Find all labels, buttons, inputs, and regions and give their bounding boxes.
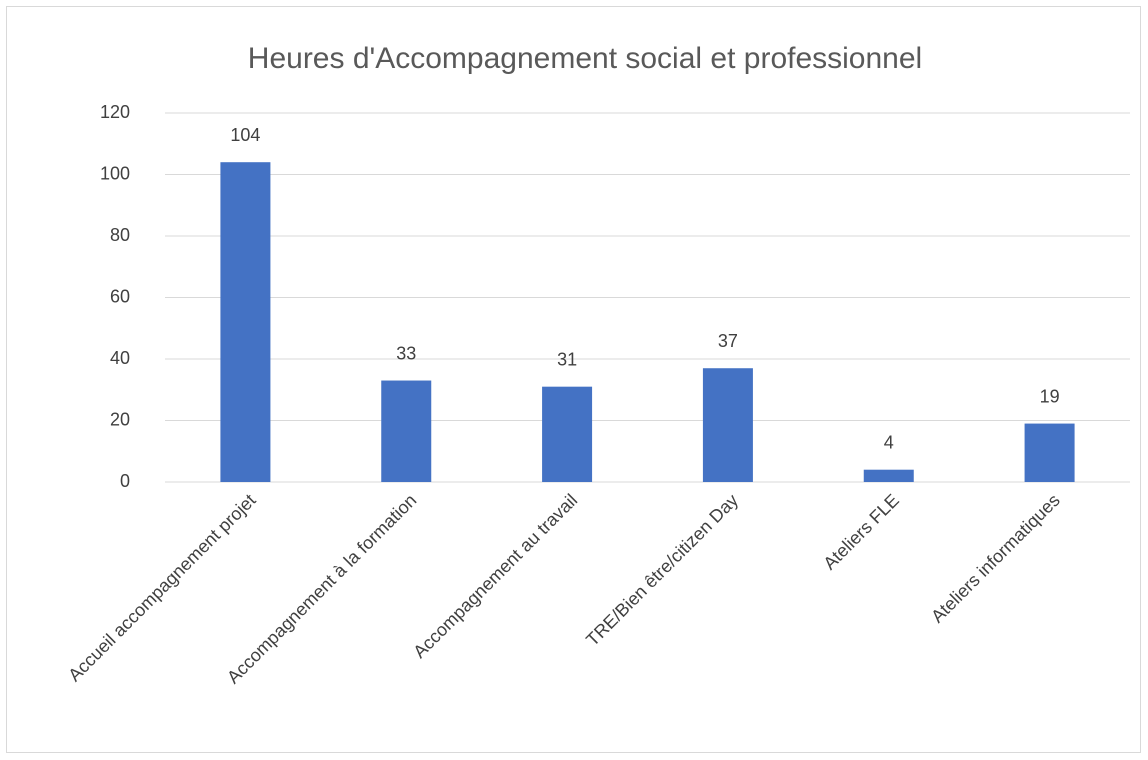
bar — [381, 380, 432, 482]
y-tick-label: 60 — [110, 286, 130, 306]
bar — [863, 469, 914, 482]
y-tick-label: 40 — [110, 348, 130, 368]
data-label: 33 — [396, 343, 416, 363]
data-label: 31 — [557, 349, 577, 369]
bar — [542, 386, 593, 482]
data-label: 37 — [718, 331, 738, 351]
data-label: 19 — [1040, 386, 1060, 406]
y-tick-label: 20 — [110, 409, 130, 429]
chart-title: Heures d'Accompagnement social et profes… — [248, 42, 922, 75]
bar — [702, 368, 753, 482]
y-tick-label: 0 — [120, 471, 130, 491]
data-label: 4 — [884, 432, 894, 452]
bar — [1024, 423, 1075, 482]
data-label: 104 — [230, 125, 260, 145]
y-tick-label: 120 — [100, 102, 130, 122]
chart-border — [6, 6, 1141, 753]
bar — [220, 162, 271, 482]
y-tick-label: 80 — [110, 225, 130, 245]
y-tick-label: 100 — [100, 163, 130, 183]
